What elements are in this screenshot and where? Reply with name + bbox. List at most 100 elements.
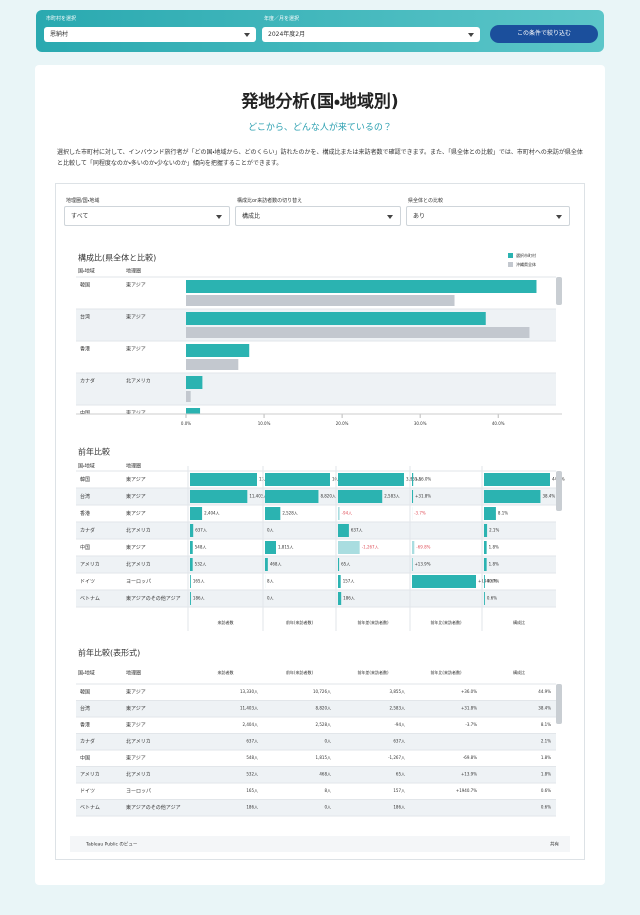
cell: 2,583人	[390, 706, 405, 711]
cell: 1.8%	[541, 755, 551, 760]
row-band	[76, 556, 556, 573]
region-label: 東アジアのその他アジア	[126, 804, 181, 811]
bar-label: +36.0%	[415, 477, 431, 482]
bar	[186, 344, 250, 357]
bar-label: 65人	[341, 562, 350, 567]
x-tick-label: 40.0%	[492, 421, 505, 426]
country-label: 香港	[80, 510, 90, 517]
cell: 13,330人	[240, 689, 258, 694]
region-label: 東アジア	[126, 722, 146, 729]
filter-button[interactable]: この条件で絞り込む	[490, 25, 598, 43]
bar-label: +1940.7%	[478, 579, 499, 584]
bar	[190, 490, 248, 503]
region-label: 北アメリカ	[126, 738, 151, 745]
section-title: 前年比較	[78, 447, 110, 457]
column-header: 前年比(来訪者数)	[430, 619, 462, 625]
cell: 165人	[246, 788, 258, 793]
cell: 2,528人	[316, 722, 331, 727]
bar-label: 532人	[195, 562, 207, 567]
country-label: 韓国	[80, 282, 90, 289]
bar-label: 2,583人	[384, 494, 399, 499]
bar-label: 0.6%	[487, 579, 497, 584]
column-header: 構成比	[513, 619, 525, 625]
cell: 65人	[396, 772, 405, 777]
bar-label: 8人	[267, 579, 274, 584]
bar	[190, 541, 193, 554]
x-tick-label: 30.0%	[414, 421, 427, 426]
footer-source: Tableau Public のビュー	[85, 841, 138, 848]
bar-label: 2.1%	[489, 528, 499, 533]
legend-label: 選択市町村	[516, 252, 536, 258]
region-label: 東アジア	[126, 705, 146, 712]
filter-label: 年度／月を選択	[264, 16, 300, 22]
cell: 8人	[324, 788, 331, 793]
country-label: 韓国	[80, 476, 90, 483]
cell: 1,815人	[316, 755, 331, 760]
cell: 8.1%	[541, 722, 551, 727]
bar	[190, 524, 194, 537]
cell: 0人	[324, 805, 331, 810]
bar	[186, 376, 203, 389]
bar-label: 0.6%	[487, 596, 497, 601]
bar-label: 165人	[193, 579, 205, 584]
cell: -1,267人	[388, 755, 405, 760]
control-select[interactable]: すべて	[64, 206, 230, 226]
cell: -69.8%	[463, 755, 477, 760]
dashboard: 地理圏/国・地域 すべて 構成比or来訪者数の切り替え 構成比 県全体との比較 …	[55, 183, 585, 860]
bar-label: 0人	[267, 596, 274, 601]
region-label: ヨーロッパ	[126, 579, 151, 585]
bar-label: 8,820人	[320, 494, 335, 499]
bar-label: 2,528人	[282, 511, 297, 516]
period-select[interactable]: 2024年度2月	[262, 27, 480, 42]
control-label: 構成比or来訪者数の切り替え	[237, 198, 303, 204]
bar-label: 2,404人	[204, 511, 219, 516]
column-header: 前年比(来訪者数)	[430, 669, 462, 675]
country-label: ドイツ	[80, 789, 95, 795]
column-header: 前年差(来訪者数)	[357, 669, 389, 675]
country-label: アメリカ	[80, 562, 100, 568]
cell: 3,855人	[390, 689, 405, 694]
column-header: 前年差(来訪者数)	[357, 619, 389, 625]
row-band	[76, 590, 556, 607]
filter-bar: 市町村を選択 恩納村 年度／月を選択 2024年度2月 この条件で絞り込む	[36, 10, 604, 52]
cell: 1.8%	[541, 772, 551, 777]
country-label: カナダ	[80, 527, 95, 534]
region-label: 東アジア	[126, 410, 146, 417]
row-band	[76, 700, 556, 717]
municipality-select[interactable]: 恩納村	[44, 27, 256, 42]
region-label: 北アメリカ	[126, 527, 151, 534]
bar-label: -1,267人	[362, 545, 379, 550]
cell: 8,820人	[316, 706, 331, 711]
bar	[338, 575, 341, 588]
cell: +13.9%	[461, 772, 477, 777]
region-label: 東アジア	[126, 755, 146, 762]
region-label: 東アジア	[126, 510, 146, 517]
region-label: 東アジア	[126, 689, 146, 696]
column-header: 地理圏	[126, 268, 141, 275]
bar	[338, 592, 342, 605]
region-label: 東アジア	[126, 544, 146, 551]
bar-label: 186人	[343, 596, 355, 601]
bar-label: 1,815人	[278, 545, 293, 550]
cell: 2,404人	[243, 722, 258, 727]
bar	[484, 524, 488, 537]
row-band	[76, 733, 556, 750]
control-select[interactable]: あり	[406, 206, 570, 226]
country-label: カナダ	[80, 378, 95, 385]
column-header: 来訪者数	[218, 619, 234, 625]
region-label: 東アジア	[126, 493, 146, 500]
control-select[interactable]: 構成比	[235, 206, 401, 226]
bar	[186, 391, 191, 402]
cell: -94人	[394, 722, 405, 727]
scrollbar	[556, 277, 562, 305]
bar	[338, 507, 340, 520]
bar-label: -69.8%	[416, 545, 430, 550]
bar-label: 548人	[195, 545, 207, 550]
control-label: 地理圏/国・地域	[66, 198, 100, 204]
column-header: 前年(来訪者数)	[286, 619, 314, 625]
legend-label: 沖縄県全体	[516, 261, 536, 267]
page-title: 発地分析(国・地域別)	[241, 92, 399, 112]
bar	[338, 541, 360, 554]
column-header: 地理圏	[126, 463, 141, 470]
